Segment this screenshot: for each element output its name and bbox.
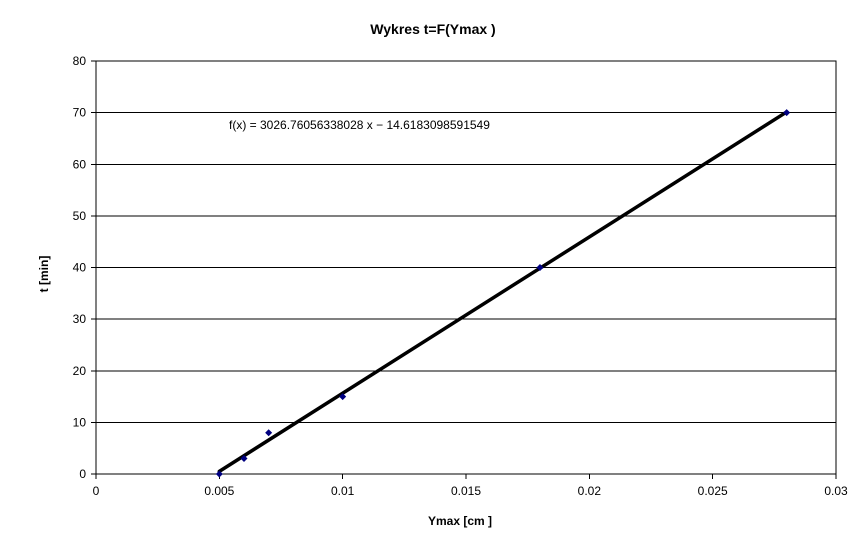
y-axis-ticks: 0 10 20 30 40 50 60 70 80 [73, 54, 96, 481]
y-axis-label: t [min] [37, 256, 51, 293]
x-axis-ticks: 0 0.005 0.01 0.015 0.02 0.025 0.03 [93, 474, 848, 498]
y-tick-label: 10 [73, 415, 87, 429]
data-point [240, 455, 248, 463]
x-tick-label: 0.015 [451, 484, 481, 498]
x-tick-label: 0 [93, 484, 100, 498]
y-tick-label: 60 [73, 157, 87, 171]
trendline [217, 110, 789, 474]
x-tick-label: 0.03 [824, 484, 848, 498]
y-tick-label: 30 [73, 312, 87, 326]
chart-title: Wykres t=F(Ymax ) [370, 21, 495, 37]
y-tick-label: 40 [73, 261, 87, 275]
y-tick-label: 70 [73, 106, 87, 120]
y-tick-label: 50 [73, 209, 87, 223]
x-tick-label: 0.025 [698, 484, 728, 498]
data-point [783, 109, 791, 117]
x-tick-label: 0.005 [204, 484, 234, 498]
data-point [536, 264, 544, 271]
data-points [215, 109, 791, 478]
x-tick-label: 0.02 [578, 484, 602, 498]
y-tick-label: 80 [73, 54, 87, 68]
x-tick-label: 0.01 [331, 484, 355, 498]
data-point [265, 429, 273, 437]
data-point [215, 470, 223, 478]
trendline-equation: f(x) = 3026.76056338028 x − 14.618309859… [229, 118, 490, 132]
y-tick-label: 20 [73, 364, 87, 378]
data-point [339, 393, 347, 401]
y-tick-label: 0 [79, 467, 86, 481]
x-axis-label: Ymax [cm ] [428, 514, 492, 528]
